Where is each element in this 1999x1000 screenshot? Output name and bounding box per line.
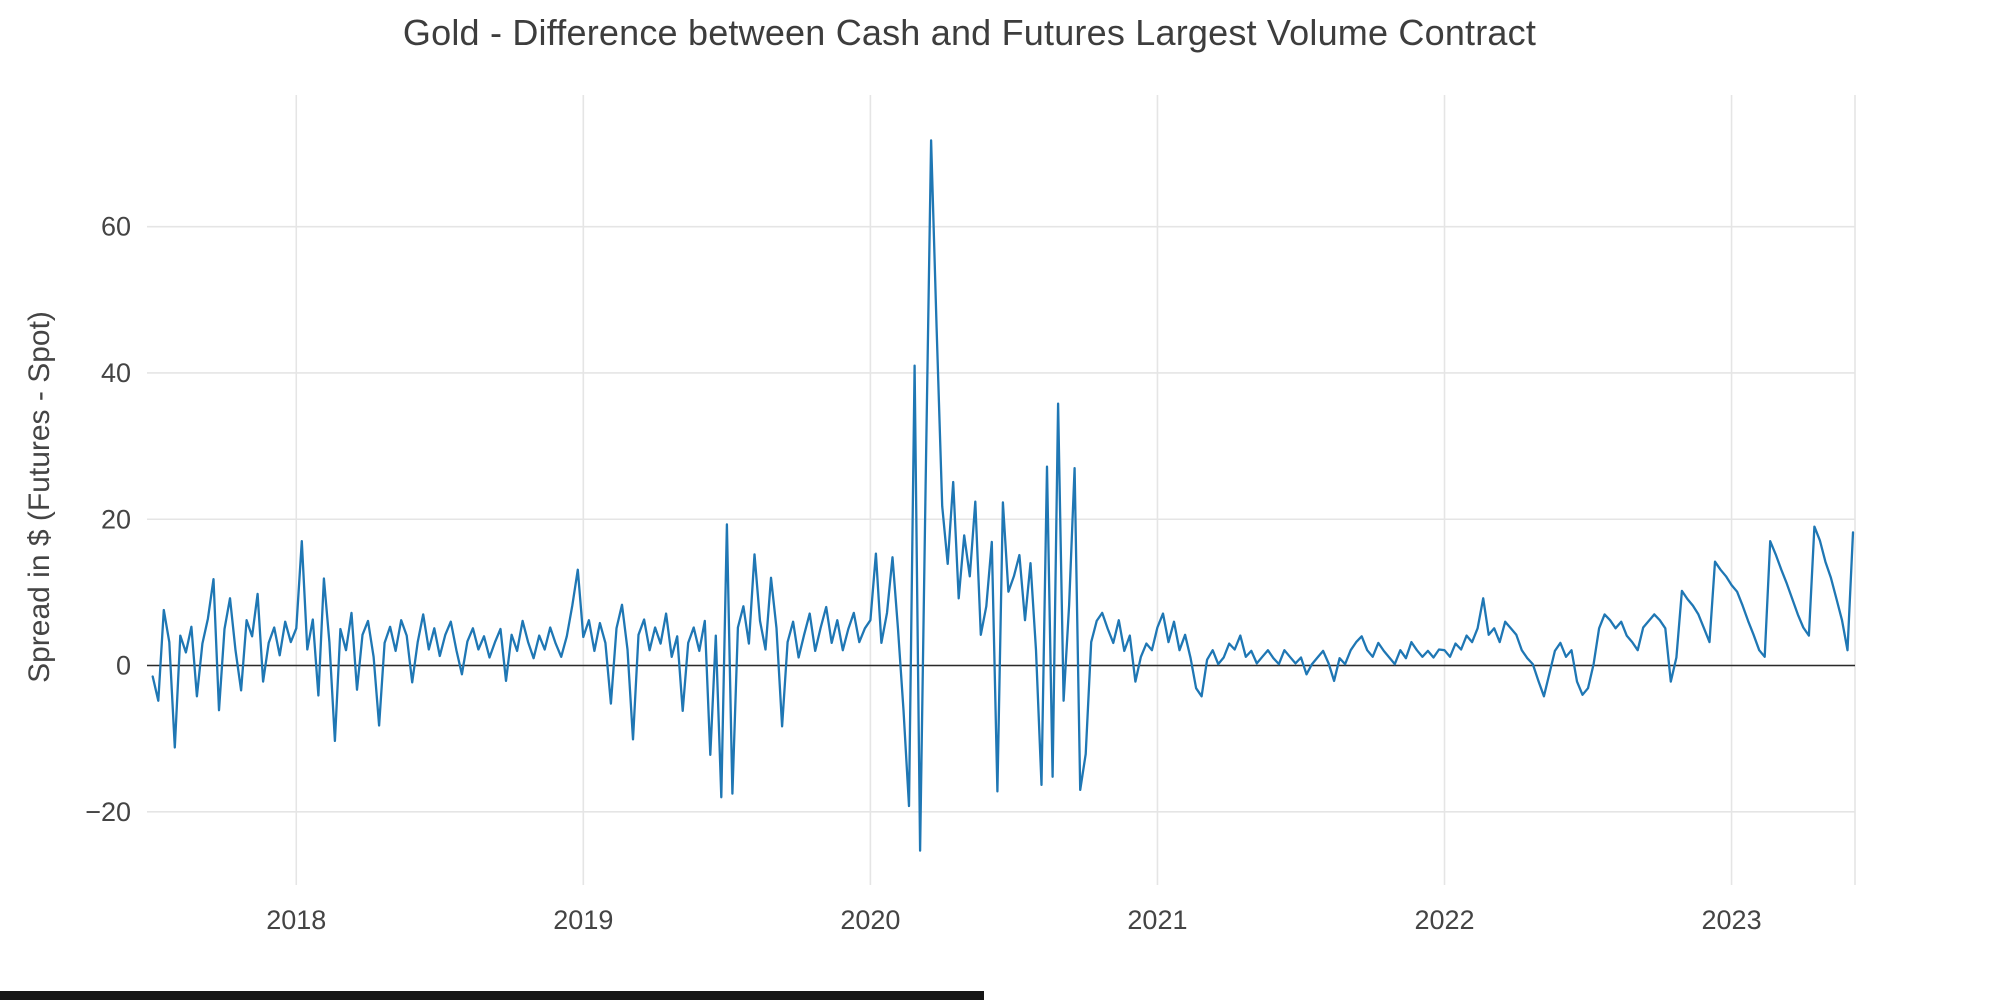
svg-text:−20: −20 — [85, 797, 131, 827]
svg-text:2019: 2019 — [553, 905, 613, 935]
grid-lines — [147, 95, 1856, 885]
svg-text:2022: 2022 — [1414, 905, 1474, 935]
axis-tick-labels: −20 0 20 40 60 2018 2019 2020 2021 2022 2023 — [85, 212, 1761, 935]
svg-text:2021: 2021 — [1127, 905, 1187, 935]
svg-text:20: 20 — [101, 504, 131, 534]
svg-text:60: 60 — [101, 212, 131, 242]
bottom-edge-artifact — [0, 991, 984, 1000]
svg-text:2018: 2018 — [266, 905, 326, 935]
svg-text:2020: 2020 — [840, 905, 900, 935]
chart-title: Gold - Difference between Cash and Futur… — [402, 12, 1537, 53]
svg-text:2023: 2023 — [1702, 905, 1762, 935]
svg-text:0: 0 — [116, 651, 131, 681]
data-series-line — [151, 139, 1855, 852]
svg-text:40: 40 — [101, 358, 131, 388]
